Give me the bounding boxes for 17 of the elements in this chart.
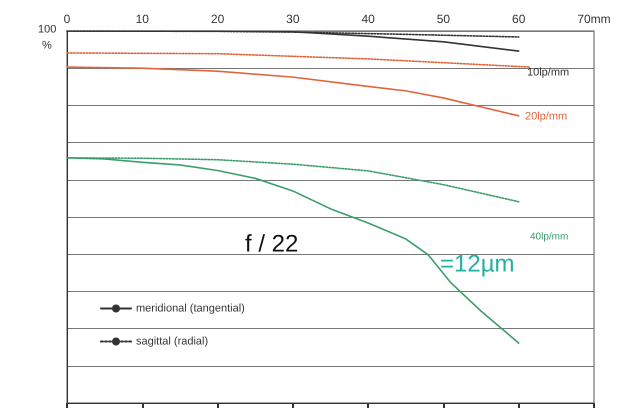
x-tick-label: 10 <box>136 12 150 26</box>
x-tick-label: 20 <box>210 12 225 26</box>
annotation: 10lp/mm <box>527 66 570 78</box>
legend-label: sagittal (radial) <box>136 336 208 348</box>
annotation: =12µm <box>440 250 515 278</box>
legend-label: meridional (tangential) <box>136 302 245 314</box>
x-tick-label: 70mm <box>577 12 611 26</box>
x-tick-label: 60 <box>512 12 526 26</box>
x-tick-label: 30 <box>286 12 300 26</box>
annotation: f / 22 <box>245 230 298 258</box>
text: 100 <box>38 24 56 36</box>
x-tick-label: 0 <box>64 12 71 26</box>
x-tick-label: 50 <box>436 12 450 26</box>
annotation: 40lp/mm <box>530 232 568 242</box>
annotation: 20lp/mm <box>525 110 568 122</box>
x-tick-label: 40 <box>361 12 376 26</box>
text: % <box>42 40 52 52</box>
